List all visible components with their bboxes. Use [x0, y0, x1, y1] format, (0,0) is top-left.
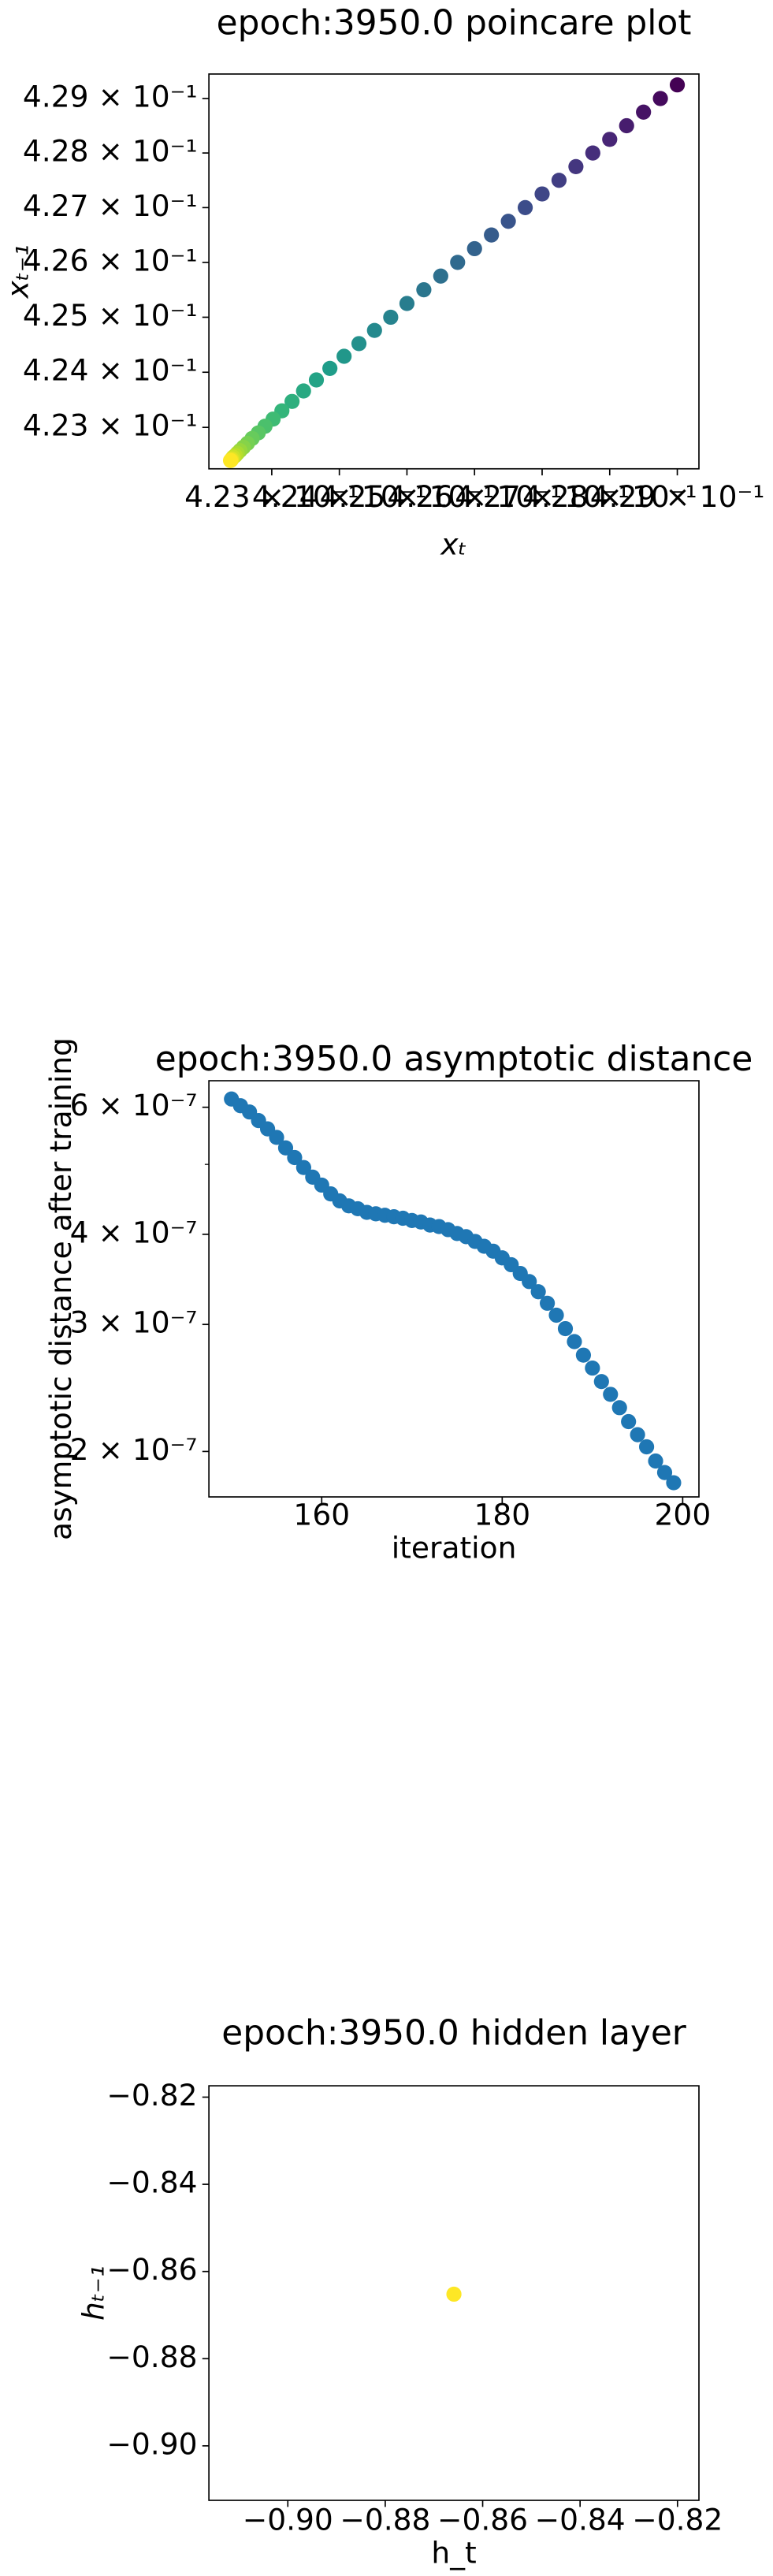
axes-frame — [208, 2085, 700, 2501]
point — [611, 1400, 627, 1416]
y-tick-label: 4.24 × 10⁻¹ — [23, 353, 198, 388]
point — [557, 1320, 574, 1337]
point — [551, 173, 567, 188]
y-tick-label: 4 × 10⁻⁷ — [70, 1215, 198, 1249]
y-tick-label: 4.29 × 10⁻¹ — [23, 79, 198, 114]
point — [351, 336, 367, 352]
point — [621, 1413, 637, 1430]
point — [548, 1307, 564, 1323]
point — [603, 1387, 619, 1402]
point — [446, 2286, 462, 2302]
point — [656, 1465, 673, 1480]
x-tick-label: 4.24 × 10⁻¹ — [252, 479, 427, 514]
point — [222, 452, 239, 468]
y-tick-label: 6 × 10⁻⁷ — [70, 1088, 198, 1122]
y-tick-label: −0.88 — [106, 2340, 197, 2374]
x-tick-label: 4.28 × 10⁻¹ — [522, 479, 697, 514]
point — [416, 282, 432, 298]
chart-title: epoch:3950.0 hidden layer — [221, 2012, 687, 2053]
y-tick-label: 4.28 × 10⁻¹ — [23, 134, 198, 169]
point — [269, 1130, 284, 1145]
x-tick-label: 4.26 × 10⁻¹ — [387, 479, 562, 514]
point — [648, 1453, 663, 1469]
axes-frame — [208, 1080, 700, 1498]
y-axis-label: hₜ₋₁ — [76, 2265, 111, 2321]
point — [630, 1427, 645, 1442]
point — [619, 117, 634, 134]
point — [652, 91, 668, 106]
y-tick-label: 4.23 × 10⁻¹ — [23, 408, 198, 443]
point — [517, 199, 533, 215]
point — [277, 1140, 294, 1156]
point — [500, 214, 516, 229]
point — [638, 1439, 655, 1455]
point — [383, 309, 399, 326]
x-tick-label: −0.90 — [243, 2503, 333, 2537]
x-tick-label: 180 — [474, 1498, 530, 1532]
chart: epoch:3950.0 poincare plot xₜ xₜ₋₁ 4.23 × 1… — [1, 2, 765, 561]
point — [399, 296, 415, 311]
y-tick-label: −0.82 — [106, 2078, 197, 2113]
point — [466, 240, 482, 257]
y-tick-label: 4.27 × 10⁻¹ — [23, 188, 198, 223]
x-tick-label: 4.25 × 10⁻¹ — [320, 479, 495, 514]
x-tick-label: 4.23 × 10⁻¹ — [184, 479, 359, 514]
point — [567, 1334, 582, 1349]
y-axis-label: asymptotic distance after training — [43, 1037, 78, 1540]
x-tick-label: −0.82 — [632, 2503, 723, 2537]
chart-title: epoch:3950.0 asymptotic distance — [155, 1039, 753, 1079]
point — [666, 1475, 682, 1491]
x-axis-label: xₜ — [440, 527, 466, 561]
point — [539, 1295, 556, 1311]
y-tick-label: −0.86 — [106, 2252, 197, 2287]
point — [568, 158, 584, 175]
x-tick-label: −0.88 — [340, 2503, 430, 2537]
point — [593, 1374, 609, 1390]
x-tick-label: −0.86 — [437, 2503, 528, 2537]
point — [602, 132, 618, 147]
point — [530, 1284, 546, 1300]
point — [322, 360, 338, 376]
x-tick-label: 4.27 × 10⁻¹ — [455, 479, 630, 514]
axes-frame — [208, 73, 700, 470]
point — [575, 1347, 592, 1363]
point — [284, 393, 300, 409]
point — [295, 383, 311, 399]
point — [450, 255, 466, 270]
point — [585, 145, 600, 161]
y-tick-label: −0.90 — [106, 2426, 197, 2461]
point — [308, 372, 325, 388]
x-axis-label: iteration — [392, 1530, 517, 1565]
point — [534, 186, 550, 202]
point — [484, 227, 500, 243]
point — [295, 1160, 311, 1175]
point — [287, 1149, 303, 1166]
point — [366, 322, 382, 338]
point — [433, 268, 448, 284]
y-tick-label: −0.84 — [106, 2165, 197, 2200]
chart: epoch:3950.0 asymptotic distance iteratio… — [43, 1037, 753, 1565]
point — [336, 348, 352, 364]
x-tick-label: 4.29 × 10⁻¹ — [590, 479, 765, 514]
chart-title: epoch:3950.0 poincare plot — [217, 2, 692, 43]
y-tick-label: 4.26 × 10⁻¹ — [23, 243, 198, 277]
x-tick-label: 200 — [655, 1498, 712, 1532]
x-axis-label: h_t — [431, 2535, 476, 2570]
x-tick-label: 160 — [293, 1498, 350, 1532]
point — [585, 1360, 600, 1376]
point — [669, 77, 686, 93]
point — [522, 1274, 537, 1290]
x-tick-label: −0.84 — [535, 2503, 626, 2537]
point — [636, 104, 652, 120]
y-tick-label: 4.25 × 10⁻¹ — [23, 298, 198, 333]
y-tick-label: 2 × 10⁻⁷ — [70, 1432, 198, 1467]
y-axis-label: xₜ₋₁ — [1, 244, 35, 299]
y-tick-label: 3 × 10⁻⁷ — [70, 1305, 198, 1340]
